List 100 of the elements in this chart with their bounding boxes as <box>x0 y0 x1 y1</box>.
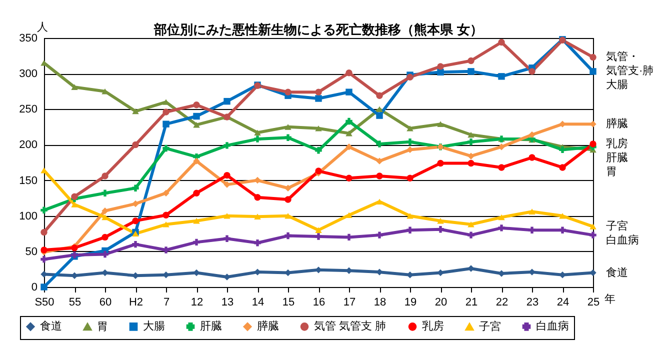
point <box>315 233 322 240</box>
point <box>284 184 292 192</box>
point <box>346 70 352 76</box>
point <box>346 118 352 125</box>
point <box>559 164 566 171</box>
x-tick-label: 20 <box>434 296 448 308</box>
annotation: 白血病 <box>606 234 639 247</box>
point <box>468 68 474 75</box>
point <box>193 238 200 246</box>
x-tick-label: 13 <box>221 296 234 308</box>
point <box>346 234 352 241</box>
point <box>102 234 108 241</box>
point <box>284 232 292 240</box>
point <box>315 125 322 132</box>
point <box>224 142 230 149</box>
point <box>528 68 536 75</box>
x-axis-title: 年 <box>604 294 616 306</box>
chart-title: 部位別にみた悪性新生物による死亡数推移（熊本県 女） <box>153 22 483 37</box>
point <box>224 172 230 179</box>
point <box>346 174 352 182</box>
x-tick-label: 19 <box>404 296 417 308</box>
point <box>102 214 108 220</box>
point <box>40 256 48 263</box>
point <box>346 212 352 218</box>
point <box>376 268 383 276</box>
y-tick-label: 150 <box>19 174 38 187</box>
annotation: 大腸 <box>606 78 628 92</box>
point <box>193 218 200 224</box>
point <box>528 226 536 234</box>
point <box>193 158 200 164</box>
y-tick-label: 100 <box>19 210 38 222</box>
point <box>437 63 444 70</box>
point <box>254 136 261 142</box>
y-tick-label: 50 <box>25 246 38 258</box>
point <box>162 120 170 128</box>
point <box>406 226 414 234</box>
annotation: 胃 <box>606 166 617 178</box>
point <box>102 250 108 258</box>
x-tick-label: 18 <box>374 296 386 308</box>
point <box>590 224 596 230</box>
point <box>498 73 505 80</box>
point <box>254 130 261 136</box>
point <box>498 38 505 46</box>
point <box>528 208 536 214</box>
x-tick-label: 7 <box>163 296 170 308</box>
point <box>437 68 444 76</box>
point <box>102 208 108 214</box>
point <box>132 184 139 192</box>
point <box>376 140 383 148</box>
point <box>102 269 108 276</box>
y-tick-label: 350 <box>19 32 38 44</box>
point <box>498 270 505 277</box>
point <box>437 121 444 127</box>
point <box>224 274 230 280</box>
point <box>590 120 596 128</box>
point <box>254 176 261 184</box>
point <box>315 88 322 96</box>
point <box>498 143 505 150</box>
point <box>498 164 505 171</box>
x-tick-label: 22 <box>496 296 508 308</box>
legend-label: 胃 <box>97 320 108 333</box>
point <box>590 140 596 148</box>
point <box>559 226 566 234</box>
annotation: 肝臓 <box>606 151 628 164</box>
point <box>224 98 230 105</box>
x-tick-label: S50 <box>34 296 54 308</box>
annotation: 気管・ <box>606 51 639 64</box>
point <box>406 125 414 132</box>
point <box>590 232 596 238</box>
point <box>498 214 505 220</box>
point <box>376 106 383 112</box>
point <box>132 240 139 248</box>
legend-label: 膵臓 <box>257 320 279 333</box>
point <box>468 132 474 138</box>
y-axis-title: 人 <box>37 22 48 34</box>
point <box>284 134 292 141</box>
annotation: 子宮 <box>606 220 628 233</box>
point <box>528 268 536 276</box>
point <box>224 212 230 219</box>
point <box>468 221 474 228</box>
point <box>40 206 48 214</box>
point <box>254 194 261 201</box>
x-tick-label: 17 <box>343 296 356 308</box>
point <box>376 172 383 180</box>
point <box>132 141 139 148</box>
point <box>162 221 170 228</box>
point <box>162 144 170 152</box>
point <box>132 108 139 114</box>
point <box>406 272 414 278</box>
point <box>284 124 292 130</box>
point <box>162 190 170 196</box>
point <box>468 160 474 167</box>
point <box>346 88 352 96</box>
point <box>315 227 322 233</box>
point <box>468 265 474 272</box>
point <box>468 138 474 146</box>
point <box>71 202 78 208</box>
legend-label: 食道 <box>40 320 62 333</box>
point <box>346 130 352 136</box>
point <box>528 131 536 138</box>
